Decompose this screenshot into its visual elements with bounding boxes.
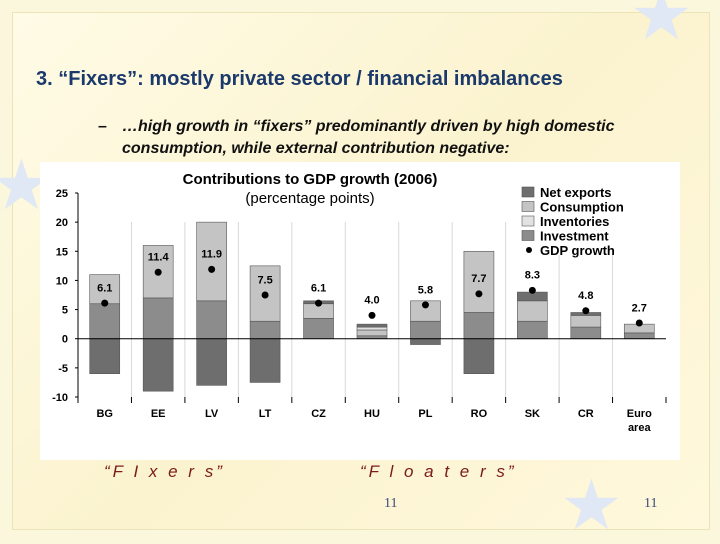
page-number-right: 11: [644, 496, 658, 511]
gdp-growth-label: 5.8: [418, 284, 433, 296]
y-tick-label: 25: [56, 188, 68, 200]
bar-consumption: [463, 250, 495, 313]
x-tick-label: LT: [259, 408, 272, 420]
gdp-growth-label: 4.0: [364, 295, 379, 307]
x-tick-label: CZ: [311, 408, 326, 420]
legend-swatch-consumption: [521, 201, 535, 212]
page-number-center: 11: [384, 496, 398, 511]
bar-net-exports: [410, 338, 441, 345]
bar-net-exports: [249, 338, 281, 383]
bar-investment: [570, 326, 602, 340]
bar-consumption: [517, 300, 548, 322]
x-tick-label: CR: [578, 408, 594, 420]
gdp-growth-dot: [528, 286, 536, 294]
x-tick-label: LV: [205, 408, 219, 420]
y-tick-label: -5: [58, 363, 68, 375]
x-tick-label: area: [628, 422, 652, 434]
y-tick-label: 5: [62, 305, 68, 317]
bar-inventories: [356, 326, 388, 331]
bar-investment: [463, 312, 495, 340]
group-label-fixers: “F I x e r s”: [104, 462, 225, 481]
gdp-growth-label: 8.3: [525, 270, 540, 282]
chart-subtitle: (percentage points): [245, 190, 374, 207]
legend-swatch-inventories: [521, 215, 535, 227]
bar-investment: [623, 332, 655, 340]
legend-label: Consumption: [540, 200, 624, 215]
bullet-dash: –: [98, 118, 107, 135]
gdp-growth-dot: [368, 311, 376, 319]
bar-consumption: [570, 315, 602, 328]
y-tick-label: 0: [62, 334, 68, 346]
gdp-growth-label: 11.9: [201, 249, 222, 261]
gdp-growth-dot: [421, 301, 429, 309]
slide-title: 3. “Fixers”: mostly private sector / fin…: [36, 68, 563, 90]
bar-investment: [89, 303, 121, 340]
bar-investment: [142, 297, 174, 340]
y-tick-label: 15: [56, 246, 68, 258]
x-tick-label: HU: [364, 408, 380, 420]
gdp-growth-label: 7.5: [257, 274, 272, 286]
gdp-growth-dot: [315, 299, 323, 307]
gdp-growth-dot: [101, 299, 109, 307]
chart-container: 25 20 15 10 5 0 -5 -10 BG EE LV LT CZ HU PL RO SK CR Euro a…: [40, 162, 680, 460]
group-label-floaters: “F l o a t e r s”: [360, 462, 517, 481]
legend-label: Net exports: [540, 185, 612, 200]
gdp-growth-label: 2.7: [632, 302, 647, 314]
bar-net-exports: [142, 338, 174, 392]
gdp-growth-dot: [154, 268, 162, 276]
legend-label: GDP growth: [540, 243, 615, 258]
bar-net-exports: [463, 338, 495, 374]
legend-label: Inventories: [540, 214, 609, 229]
legend-label: Investment: [540, 229, 609, 244]
x-tick-label: BG: [96, 408, 113, 420]
bar-investment: [517, 320, 548, 340]
gdp-growth-dot: [208, 265, 216, 273]
gdp-growth-label: 11.4: [148, 252, 170, 264]
gdp-growth-dot: [261, 291, 269, 299]
y-tick-label: 20: [56, 217, 68, 229]
legend-box: [514, 181, 674, 255]
legend-swatch-net-exports: [521, 186, 535, 198]
bar-net-exports: [356, 323, 388, 328]
star-decoration-2: ★: [630, 0, 693, 54]
x-tick-label: SK: [525, 408, 540, 420]
star-decoration-3: ★: [560, 466, 623, 544]
bullet-text: …high growth in “fixers” predominantly d…: [122, 118, 615, 157]
stacked-bar-chart: 25 20 15 10 5 0 -5 -10 BG EE LV LT CZ HU PL RO SK CR Euro a…: [52, 171, 674, 434]
bar-investment: [410, 320, 441, 340]
bar-investment: [303, 318, 334, 340]
gdp-growth-label: 6.1: [97, 283, 112, 295]
bar-consumption: [196, 221, 227, 302]
y-tick-label: 10: [56, 275, 68, 287]
x-tick-label: EE: [151, 408, 166, 420]
y-tick-label: -10: [52, 392, 68, 404]
legend-swatch-investment: [521, 230, 535, 241]
bar-investment: [249, 320, 281, 340]
x-tick-label: RO: [471, 408, 488, 420]
gdp-growth-dot: [635, 319, 643, 327]
chart-title: Contributions to GDP growth (2006): [183, 171, 438, 188]
bar-investment: [196, 300, 227, 340]
bar-consumption: [356, 329, 388, 337]
gdp-growth-label: 7.7: [471, 273, 486, 285]
gdp-growth-label: 6.1: [311, 283, 326, 295]
gdp-growth-dot: [582, 307, 590, 315]
x-tick-label: PL: [418, 408, 432, 420]
bar-consumption: [410, 300, 441, 322]
legend-marker-gdp-growth: [526, 247, 532, 253]
gdp-growth-dot: [475, 290, 483, 298]
x-tick-label: Euro: [627, 408, 652, 420]
bar-consumption: [89, 274, 121, 305]
bar-net-exports: [196, 338, 227, 386]
gdp-growth-label: 4.8: [578, 290, 593, 302]
bar-net-exports: [89, 338, 121, 374]
